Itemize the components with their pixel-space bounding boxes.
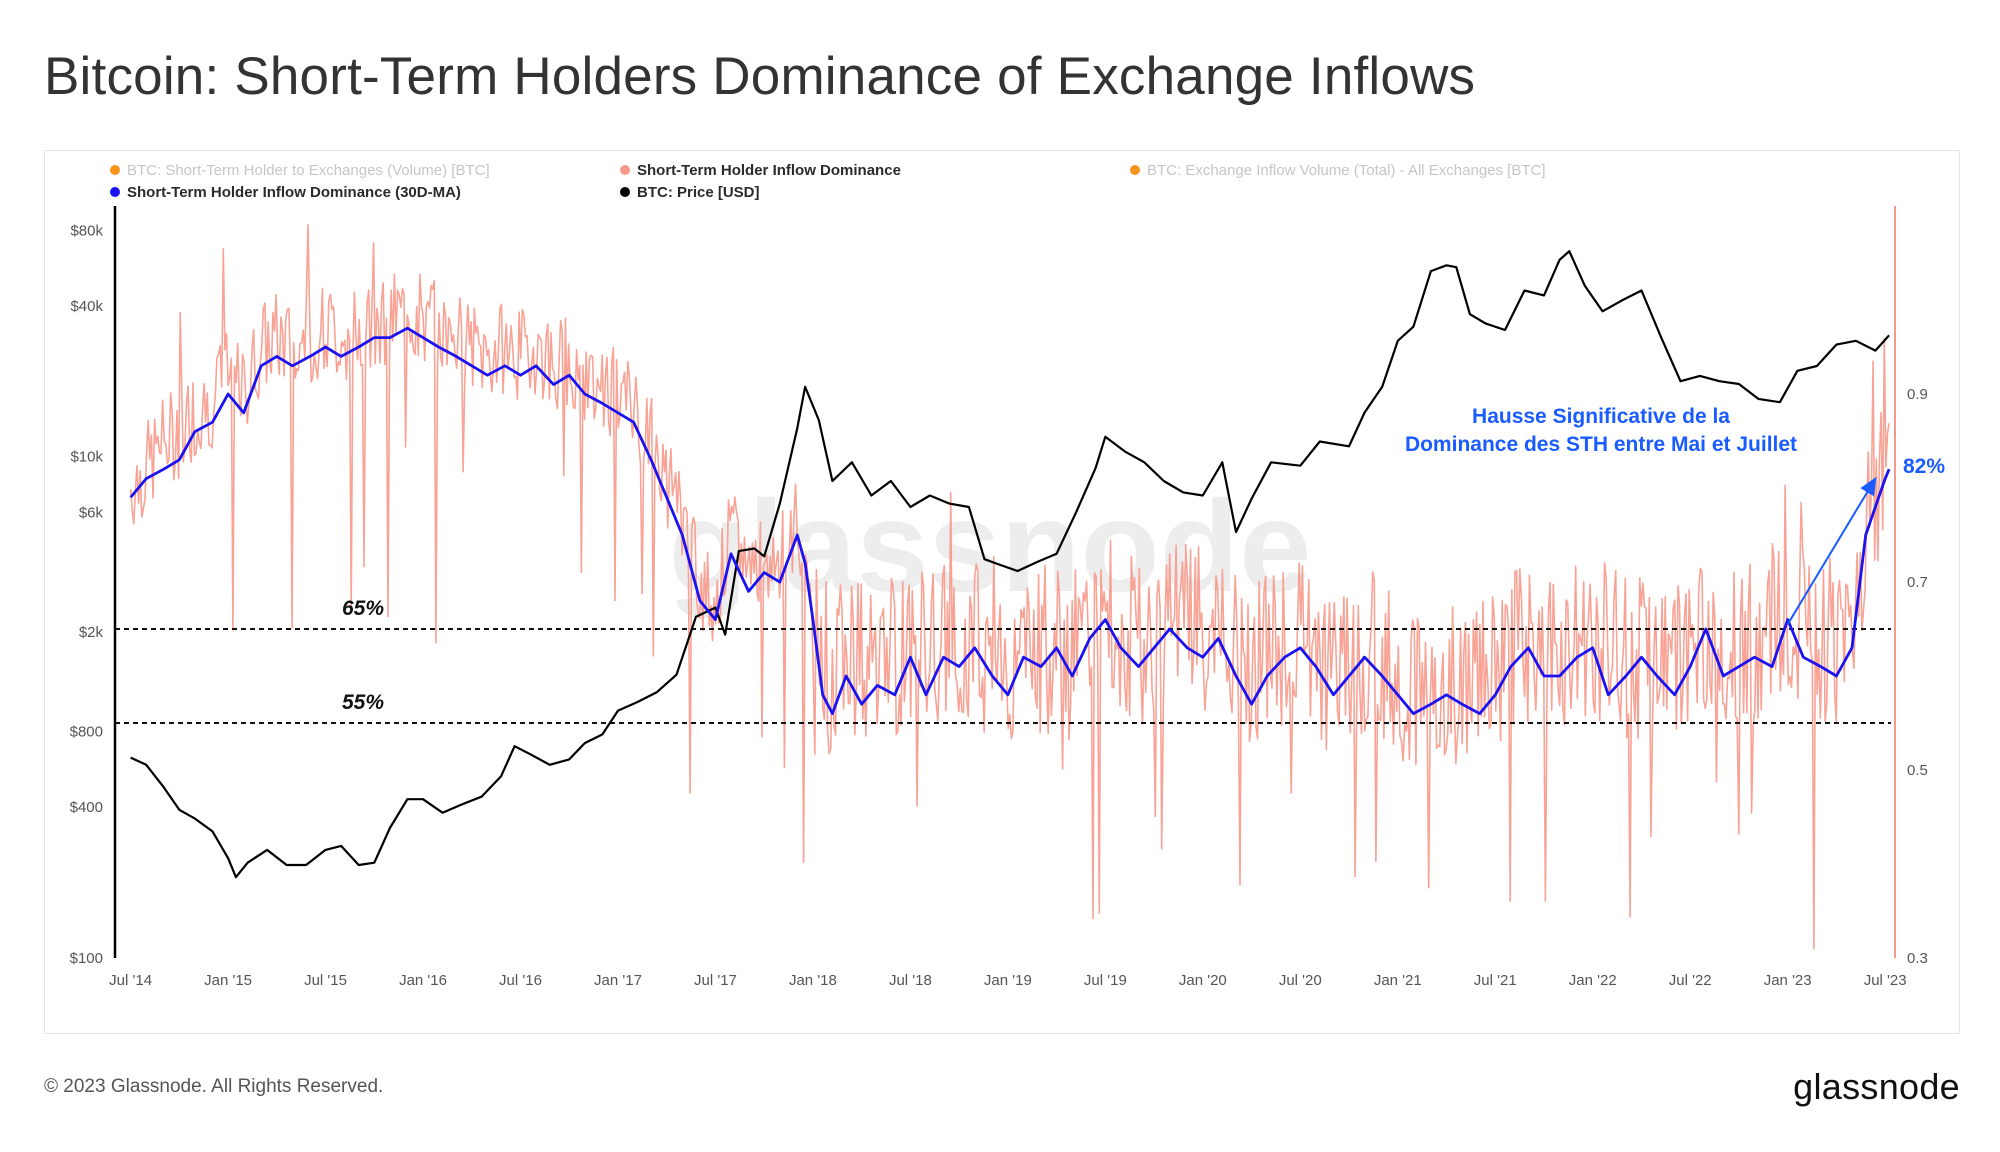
- x-tick-label-10: Jul '19: [1084, 972, 1127, 989]
- legend-label-3: Short-Term Holder Inflow Dominance (30D-…: [127, 184, 461, 201]
- series-price-line: [130, 250, 1890, 879]
- left-tick-label-4: $6k: [79, 504, 104, 521]
- reference-label-0: 65%: [342, 597, 384, 620]
- copyright-text: © 2023 Glassnode. All Rights Reserved.: [44, 1076, 384, 1097]
- annotation-line-2: Dominance des STH entre Mai et Juillet: [1405, 433, 1797, 456]
- legend-label-2: BTC: Exchange Inflow Volume (Total) - Al…: [1147, 162, 1546, 179]
- x-tick-label-0: Jul '14: [109, 972, 152, 989]
- right-tick-label-3: 0.9: [1907, 386, 1928, 403]
- x-tick-label-9: Jan '19: [984, 972, 1032, 989]
- legend-dot-1: [620, 165, 630, 175]
- annotation-value-label: 82%: [1903, 455, 1945, 478]
- x-tick-label-1: Jan '15: [204, 972, 252, 989]
- x-tick-label-18: Jul '23: [1864, 972, 1907, 989]
- x-tick-label-16: Jul '22: [1669, 972, 1712, 989]
- chart-panel: BTC: Short-Term Holder to Exchanges (Vol…: [44, 150, 1960, 1034]
- x-tick-label-7: Jan '18: [789, 972, 837, 989]
- left-tick-label-5: $10k: [70, 449, 103, 466]
- x-tick-label-15: Jan '22: [1569, 972, 1617, 989]
- legend-label-0: BTC: Short-Term Holder to Exchanges (Vol…: [127, 162, 490, 179]
- legend-label-1: Short-Term Holder Inflow Dominance: [637, 162, 901, 179]
- left-tick-label-1: $400: [70, 799, 103, 816]
- left-tick-label-2: $800: [70, 724, 103, 741]
- x-tick-label-4: Jul '16: [499, 972, 542, 989]
- x-tick-label-6: Jul '17: [694, 972, 737, 989]
- series-ma30-line: [129, 326, 1891, 715]
- right-tick-label-2: 0.7: [1907, 574, 1928, 591]
- series-dominance-line: [129, 224, 1890, 950]
- left-tick-label-6: $40k: [70, 298, 103, 315]
- right-tick-label-0: 0.3: [1907, 950, 1928, 967]
- annotation-arrow: [1786, 476, 1877, 625]
- x-tick-label-11: Jan '20: [1179, 972, 1227, 989]
- brand-logo: glassnode: [1793, 1066, 1960, 1107]
- left-tick-label-7: $80k: [70, 222, 103, 239]
- x-tick-label-13: Jan '21: [1374, 972, 1422, 989]
- legend-dot-2: [1130, 165, 1140, 175]
- chart-canvas[interactable]: BTC: Short-Term Holder to Exchanges (Vol…: [45, 151, 1961, 1035]
- x-tick-label-5: Jan '17: [594, 972, 642, 989]
- legend-dot-4: [620, 187, 630, 197]
- right-tick-label-1: 0.5: [1907, 762, 1928, 779]
- page-title: Bitcoin: Short-Term Holders Dominance of…: [44, 47, 1476, 106]
- reference-label-1: 55%: [342, 691, 384, 714]
- x-tick-label-8: Jul '18: [889, 972, 932, 989]
- left-tick-label-0: $100: [70, 950, 103, 967]
- legend-dot-3: [110, 187, 120, 197]
- legend-dot-0: [110, 165, 120, 175]
- annotation-line-1: Hausse Significative de la: [1472, 405, 1730, 428]
- left-tick-label-3: $2k: [79, 624, 104, 641]
- x-tick-label-2: Jul '15: [304, 972, 347, 989]
- x-tick-label-3: Jan '16: [399, 972, 447, 989]
- x-tick-label-17: Jan '23: [1764, 972, 1812, 989]
- x-tick-label-14: Jul '21: [1474, 972, 1517, 989]
- legend-label-4: BTC: Price [USD]: [637, 184, 760, 201]
- x-tick-label-12: Jul '20: [1279, 972, 1322, 989]
- watermark: glassnode: [669, 473, 1312, 619]
